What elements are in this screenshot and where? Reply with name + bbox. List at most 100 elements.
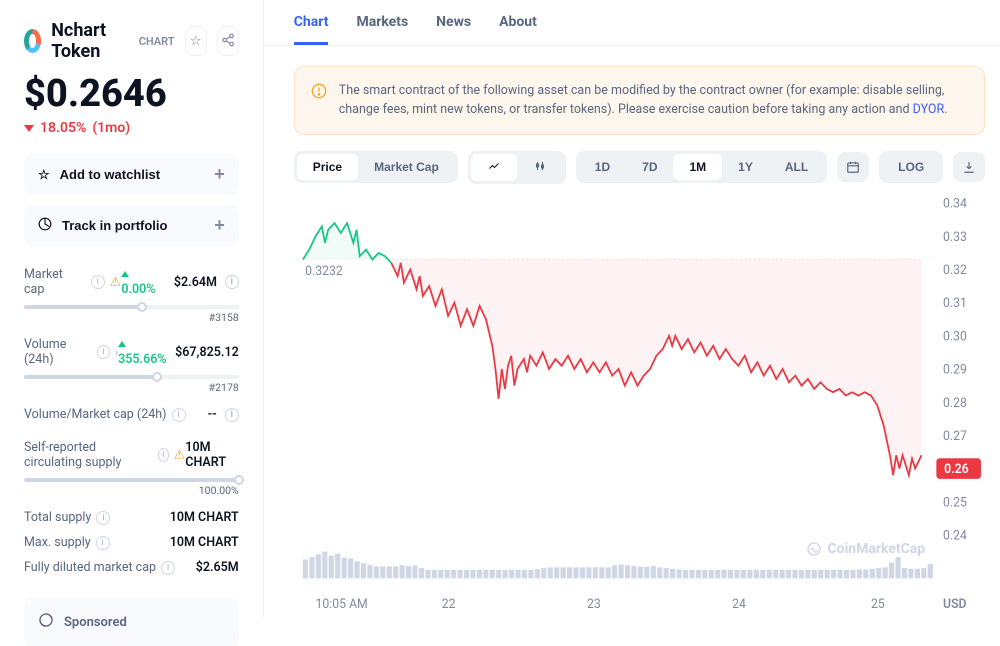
share-icon: [221, 33, 235, 50]
stat-slider: [24, 478, 239, 482]
pie-icon: [38, 217, 52, 234]
range-1y-button[interactable]: 1Y: [722, 154, 769, 180]
candlestick-button[interactable]: [517, 154, 563, 181]
token-logo-icon: [24, 29, 41, 53]
stat-label: Max. supply: [24, 535, 91, 550]
change-pct: 18.05%: [40, 120, 86, 136]
tab-news[interactable]: News: [436, 14, 471, 45]
sponsored-card[interactable]: Sponsored: [24, 598, 239, 646]
warning-icon: ⚠: [174, 448, 186, 463]
stat-value: --: [208, 407, 217, 422]
favorite-button[interactable]: ☆: [185, 26, 207, 56]
stats-block: Market capi⚠ 0.00%$2.64Mi #3158 Volume (…: [24, 260, 239, 578]
info-icon[interactable]: i: [96, 511, 110, 525]
download-button[interactable]: [953, 152, 985, 182]
stat-label: Self-reported circulating supply: [24, 440, 153, 470]
add-watchlist-button[interactable]: ☆Add to watchlist +: [24, 154, 239, 195]
dyor-link[interactable]: DYOR: [913, 102, 945, 117]
tab-markets[interactable]: Markets: [356, 14, 408, 45]
range-all-button[interactable]: ALL: [769, 154, 824, 180]
info-icon[interactable]: i: [96, 536, 110, 550]
token-name: Nchart Token: [51, 20, 129, 62]
view-segment: PriceMarket Cap: [294, 151, 458, 183]
svg-text:10:05 AM: 10:05 AM: [315, 597, 367, 612]
range-1m-button[interactable]: 1M: [673, 154, 722, 180]
warning-text: The smart contract of the following asse…: [339, 81, 968, 120]
stat-vol-mcap: Volume/Market cap (24h) i -- i: [24, 400, 239, 425]
main-panel: Chart Markets News About The smart contract…: [264, 0, 1000, 617]
tab-chart[interactable]: Chart: [294, 14, 329, 45]
info-icon[interactable]: i: [225, 408, 239, 422]
svg-text:0.31: 0.31: [943, 296, 967, 311]
info-icon[interactable]: i: [158, 448, 169, 462]
info-icon[interactable]: i: [91, 275, 105, 289]
info-icon[interactable]: i: [172, 408, 186, 422]
svg-text:0.30: 0.30: [943, 329, 967, 344]
svg-text:0.26: 0.26: [944, 462, 968, 477]
info-icon[interactable]: i: [225, 275, 239, 289]
stat-label: Fully diluted market cap: [24, 560, 156, 575]
log-button[interactable]: LOG: [882, 154, 940, 180]
range-7d-button[interactable]: 7D: [626, 154, 673, 180]
stat-label: Total supply: [24, 510, 91, 525]
sidebar: Nchart Token CHART ☆ $0.2646 18.05% (1mo…: [0, 0, 264, 617]
token-symbol-tag: CHART: [139, 35, 175, 48]
svg-text:0.27: 0.27: [943, 429, 967, 444]
svg-text:25: 25: [871, 597, 885, 612]
watchlist-label: Add to watchlist: [60, 167, 160, 182]
star-icon: ☆: [190, 33, 202, 49]
contract-warning: The smart contract of the following asse…: [294, 66, 985, 135]
chart-toolbar: PriceMarket Cap 1D7D1M1YALL LOG: [294, 151, 985, 184]
stat-value: 10M CHART: [185, 440, 238, 470]
stat-value: $2.64M: [174, 275, 217, 290]
tabs: Chart Markets News About: [264, 0, 1000, 46]
stat-value: $67,825.12: [175, 345, 239, 360]
svg-text:0.32: 0.32: [943, 263, 967, 278]
plus-icon: +: [214, 215, 225, 236]
watermark: CoinMarketCap: [806, 541, 926, 557]
stat-slider: [24, 375, 239, 379]
info-icon[interactable]: i: [97, 345, 110, 359]
range-1d-button[interactable]: 1D: [579, 154, 626, 180]
share-button[interactable]: [217, 26, 239, 56]
svg-text:22: 22: [442, 597, 456, 612]
price-chart[interactable]: 0.240.250.260.270.280.290.300.310.320.33…: [294, 194, 985, 617]
tab-about[interactable]: About: [499, 14, 537, 45]
portfolio-label: Track in portfolio: [62, 218, 167, 233]
price-change: 18.05% (1mo): [24, 120, 239, 136]
title-row: Nchart Token CHART ☆: [24, 20, 239, 62]
calendar-button[interactable]: [837, 152, 869, 182]
view-market-cap-button[interactable]: Market Cap: [358, 154, 455, 180]
price-value: $0.2646: [24, 72, 239, 116]
stat-rank: #3158: [24, 311, 239, 324]
stat-pct-label: 100.00%: [24, 484, 239, 497]
svg-text:0.33: 0.33: [943, 230, 967, 245]
stat-value: 10M CHART: [170, 510, 239, 525]
stat-total-supply: Total supply i 10M CHART: [24, 503, 239, 528]
stat-value: $2.65M: [196, 560, 239, 575]
stat-max-supply: Max. supplyi 10M CHART: [24, 528, 239, 553]
stat-pct: 355.66%: [118, 337, 167, 367]
content: The smart contract of the following asse…: [264, 46, 1000, 617]
scale-segment: LOG: [879, 151, 943, 183]
star-icon: ☆: [38, 167, 50, 183]
stat-label: Market cap: [24, 267, 86, 297]
sponsored-icon: [38, 612, 54, 632]
line-chart-button[interactable]: [471, 154, 517, 181]
track-portfolio-button[interactable]: Track in portfolio +: [24, 205, 239, 246]
svg-text:USD: USD: [943, 597, 967, 612]
caret-down-icon: [24, 125, 34, 132]
stat-volume: Volume (24h)i› 355.66%$67,825.12: [24, 330, 239, 370]
stat-label: Volume/Market cap (24h): [24, 407, 167, 422]
svg-text:24: 24: [732, 597, 746, 612]
view-price-button[interactable]: Price: [297, 154, 358, 180]
chart-style-segment: [468, 151, 566, 184]
warning-icon: ⚠: [110, 275, 122, 290]
svg-text:0.29: 0.29: [943, 362, 967, 377]
caret-up-icon: [118, 341, 126, 347]
stat-label: Volume (24h): [24, 337, 92, 367]
info-icon[interactable]: i: [161, 561, 175, 575]
stat-market-cap: Market capi⚠ 0.00%$2.64Mi: [24, 260, 239, 300]
range-segment: 1D7D1M1YALL: [576, 151, 827, 183]
svg-text:23: 23: [587, 597, 601, 612]
